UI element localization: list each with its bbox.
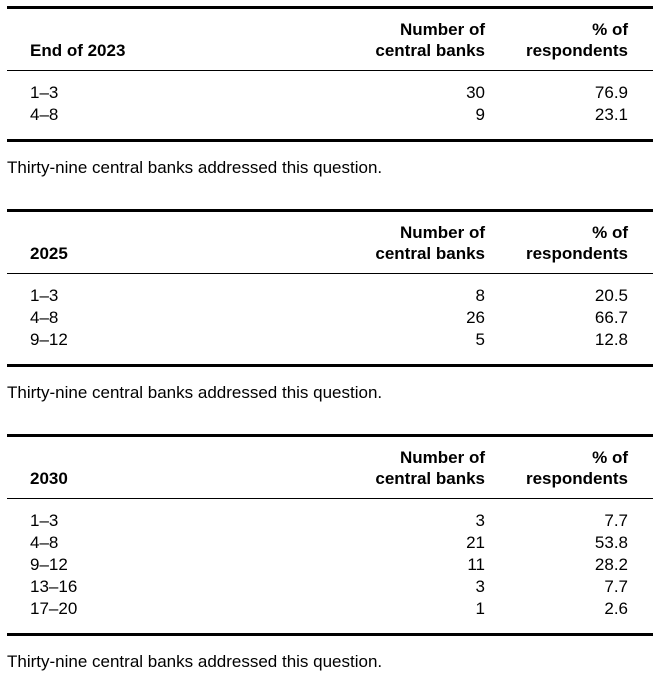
table-row: 13–16 3 7.7 [7,576,653,598]
number-of-central-banks-header: Number of central banks [375,223,485,263]
respondents-pct: 66.7 [594,308,628,327]
range-label: 4–8 [30,533,59,552]
range-label: 9–12 [30,555,68,574]
table-row: 9–12 11 28.2 [7,554,653,576]
respondents-pct: 2.6 [604,599,628,618]
respondents-pct: 7.7 [604,511,628,530]
table-row: 4–8 21 53.8 [7,532,653,554]
respondents-pct: 76.9 [594,83,628,102]
row-header-label: End of 2023 [30,41,126,60]
pct-of-respondents-header: % of respondents [525,448,628,488]
range-label: 17–20 [30,599,78,618]
table-body: 1–3 3 7.7 4–8 21 53.8 9–12 11 28.2 13–16… [7,499,653,633]
table-row: 1–3 8 20.5 [7,285,653,307]
number-of-central-banks-header: Number of central banks [375,448,485,488]
range-label: 4–8 [30,105,59,124]
central-banks-count: 9 [475,105,485,124]
central-banks-count: 3 [475,511,485,530]
respondents-pct: 7.7 [604,577,628,596]
table-row: 4–8 9 23.1 [7,104,653,126]
central-banks-count: 3 [475,577,485,596]
pct-of-respondents-header: % of respondents [525,20,628,60]
range-label: 9–12 [30,330,68,349]
row-header-label: 2025 [30,244,68,263]
central-banks-count: 1 [475,599,485,618]
range-label: 1–3 [30,511,59,530]
respondents-pct: 53.8 [594,533,628,552]
table-body: 1–3 30 76.9 4–8 9 23.1 [7,71,653,139]
central-banks-count: 30 [466,83,485,102]
respondents-pct: 20.5 [594,286,628,305]
table-section-end-of-2023: End of 2023 Number of central banks % of… [7,6,653,179]
number-of-central-banks-header: Number of central banks [375,20,485,60]
central-banks-count: 21 [466,533,485,552]
table-header-row: 2025 Number of central banks % of respon… [7,212,653,274]
table-2025: 2025 Number of central banks % of respon… [7,209,653,367]
range-label: 13–16 [30,577,78,596]
table-header-row: 2030 Number of central banks % of respon… [7,437,653,499]
table-footnote: Thirty-nine central banks addressed this… [7,158,383,177]
table-footnote: Thirty-nine central banks addressed this… [7,652,383,671]
central-banks-count: 11 [467,555,485,574]
table-row: 1–3 30 76.9 [7,82,653,104]
table-body: 1–3 8 20.5 4–8 26 66.7 9–12 5 12.8 [7,274,653,364]
table-row: 17–20 1 2.6 [7,598,653,620]
central-banks-count: 26 [466,308,485,327]
table-header-row: End of 2023 Number of central banks % of… [7,9,653,71]
pct-of-respondents-header: % of respondents [525,223,628,263]
table-row: 4–8 26 66.7 [7,307,653,329]
table-section-2025: 2025 Number of central banks % of respon… [7,209,653,404]
table-row: 1–3 3 7.7 [7,510,653,532]
respondents-pct: 12.8 [594,330,628,349]
range-label: 1–3 [30,83,59,102]
table-end-of-2023: End of 2023 Number of central banks % of… [7,6,653,142]
table-section-2030: 2030 Number of central banks % of respon… [7,434,653,673]
range-label: 1–3 [30,286,59,305]
central-banks-count: 8 [475,286,485,305]
row-header-label: 2030 [30,469,68,488]
table-2030: 2030 Number of central banks % of respon… [7,434,653,636]
table-row: 9–12 5 12.8 [7,329,653,351]
table-footnote: Thirty-nine central banks addressed this… [7,383,383,402]
central-banks-count: 5 [475,330,485,349]
range-label: 4–8 [30,308,59,327]
respondents-pct: 23.1 [594,105,628,124]
respondents-pct: 28.2 [594,555,628,574]
